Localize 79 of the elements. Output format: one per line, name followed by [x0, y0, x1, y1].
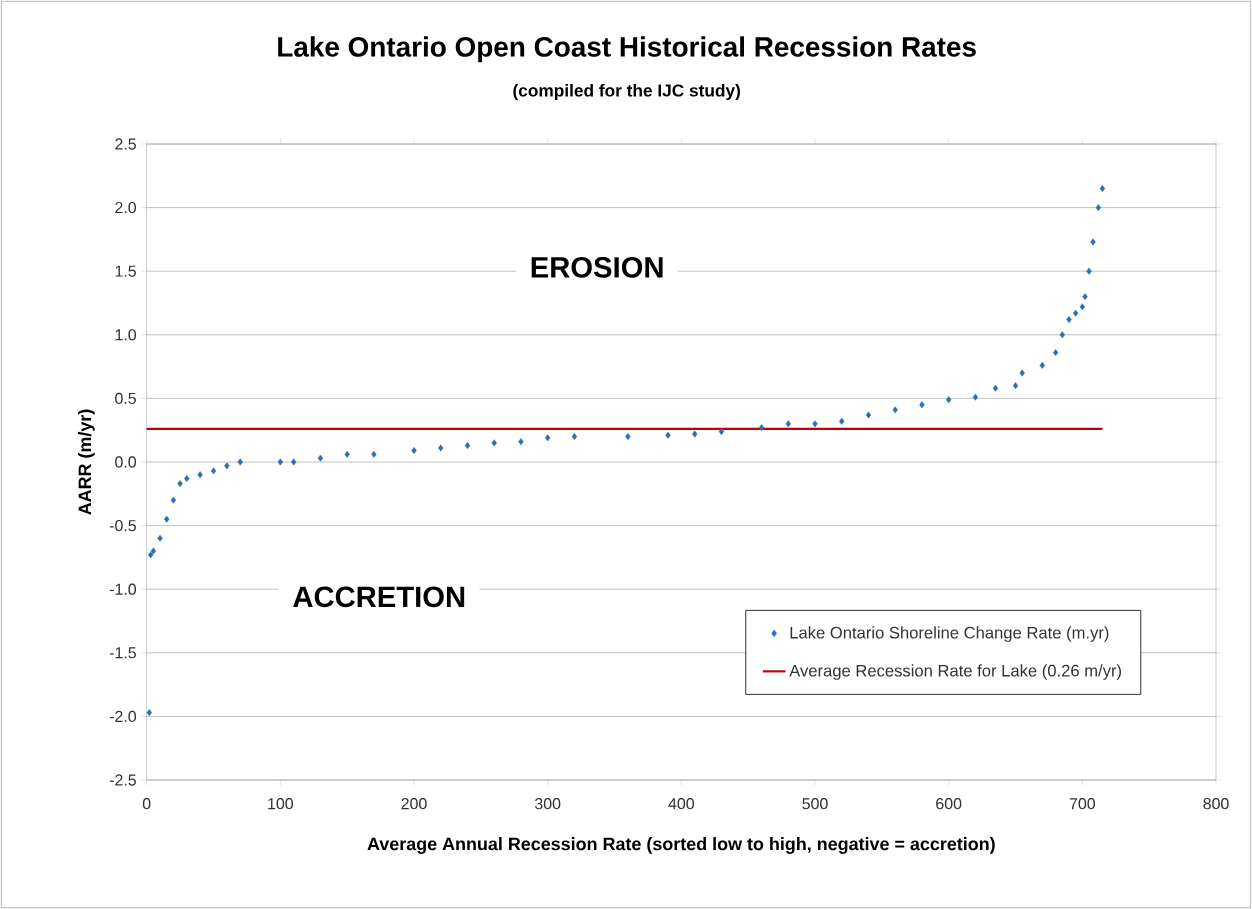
point — [1059, 331, 1065, 339]
x-tick-label: 700 — [1069, 798, 1096, 810]
point — [946, 396, 952, 404]
y-tick-label: 1.5 — [115, 265, 136, 277]
y-tick-label: 0.0 — [115, 456, 137, 468]
point — [1095, 204, 1102, 212]
point — [992, 384, 999, 392]
legend-label: Lake Ontario Shoreline Change Rate (m.yr) — [790, 626, 1109, 642]
y-tick-label: -1.5 — [109, 647, 136, 659]
point — [665, 431, 671, 439]
point — [571, 433, 578, 441]
y-tick-label: 0.5 — [115, 392, 136, 405]
y-tick-label: -0.5 — [109, 519, 136, 532]
point — [1019, 369, 1025, 377]
point — [1066, 316, 1072, 323]
point — [1079, 303, 1085, 311]
point — [692, 430, 698, 438]
point — [972, 393, 979, 401]
point — [164, 515, 170, 523]
annotation: EROSION — [531, 257, 663, 278]
point — [1052, 349, 1059, 357]
y-tick-label: -1.0 — [109, 583, 137, 595]
point — [1073, 309, 1079, 317]
point — [344, 450, 350, 458]
point — [491, 439, 497, 447]
point — [177, 480, 183, 488]
point — [839, 417, 845, 425]
y-tick-label: -2.0 — [109, 710, 137, 723]
x-tick-label: 600 — [936, 798, 962, 810]
point — [812, 420, 818, 428]
point — [1082, 293, 1088, 301]
point — [1090, 238, 1096, 246]
y-tick-label: 1.0 — [115, 329, 137, 341]
point — [371, 450, 377, 458]
point — [237, 458, 243, 466]
point — [224, 462, 230, 470]
legend-label: Average Recession Rate for Lake (0.26 m/yr) — [789, 664, 1121, 680]
y-axis-title: AARR (m/yr) — [78, 409, 95, 515]
x-tick-label: 100 — [268, 798, 294, 810]
x-axis-title: Average Annual Recession Rate (sorted low to high, negative = accretion) — [367, 837, 995, 854]
point — [1012, 382, 1019, 390]
chart-subtitle: (compiled for the IJC study) — [513, 83, 740, 101]
point — [758, 424, 765, 432]
point — [197, 471, 203, 479]
point — [892, 406, 898, 414]
point — [464, 442, 471, 449]
point — [518, 438, 524, 446]
x-tick-label: 800 — [1203, 798, 1229, 810]
point — [170, 496, 177, 504]
point — [718, 428, 725, 435]
x-tick-label: 300 — [534, 798, 561, 810]
point — [157, 534, 163, 542]
point — [865, 411, 872, 419]
point — [1099, 185, 1106, 192]
point — [146, 709, 152, 717]
point — [277, 458, 283, 466]
point — [411, 447, 417, 455]
point — [438, 444, 444, 452]
point — [625, 433, 631, 441]
point — [545, 434, 551, 442]
y-tick-label: 2.0 — [115, 201, 137, 214]
chart-title: Lake Ontario Open Coast Historical Recession Rates — [278, 36, 976, 63]
point — [291, 458, 297, 466]
annotation: ACCRETION — [293, 586, 465, 608]
x-tick-label: 0 — [142, 798, 151, 810]
point — [1086, 267, 1092, 275]
x-tick-label: 400 — [668, 798, 695, 810]
point — [210, 467, 217, 475]
point — [317, 454, 324, 462]
y-tick-label: -2.5 — [109, 774, 136, 786]
point — [785, 420, 791, 428]
point — [919, 401, 925, 409]
point — [1039, 361, 1045, 369]
y-tick-label: 2.5 — [115, 138, 136, 150]
x-tick-label: 500 — [802, 798, 828, 810]
x-tick-label: 200 — [401, 798, 427, 810]
point — [148, 551, 154, 559]
point — [184, 475, 190, 482]
point — [150, 547, 157, 555]
